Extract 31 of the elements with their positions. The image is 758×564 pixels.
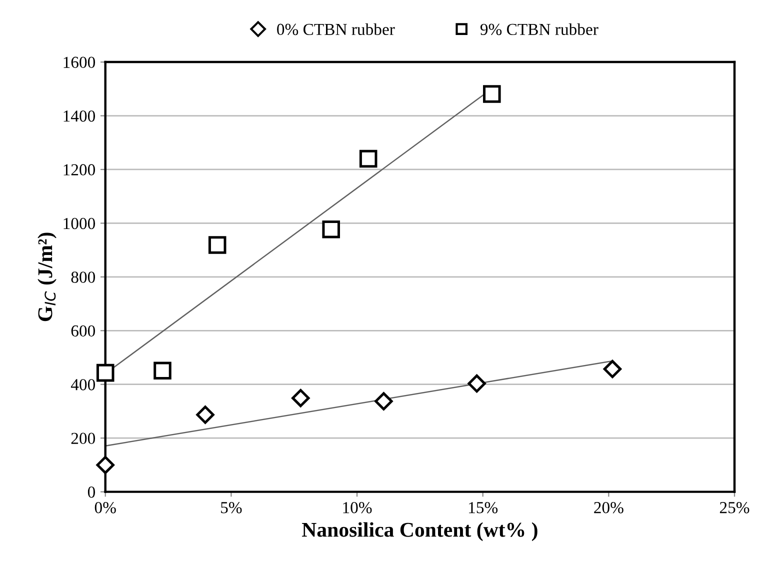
x-tick-label: 10% [343, 502, 372, 514]
x-tick-label: 20% [594, 502, 624, 514]
point [196, 406, 214, 424]
y-tick-label: 800 [71, 272, 96, 283]
point [603, 360, 622, 378]
point [468, 374, 486, 393]
point [208, 236, 226, 254]
point [154, 362, 172, 380]
y-axis-title: G$_{IC}$ (J/m²) [38, 232, 56, 322]
y-tick-label: 1200 [64, 164, 96, 176]
y-tick-label: 0 [88, 486, 96, 498]
point [96, 456, 114, 474]
y-tick-label: 1400 [64, 110, 96, 122]
point [374, 392, 393, 410]
x-axis-title: Nanosilica Content (wt% ) [302, 522, 538, 542]
x-tick-label: 5% [221, 502, 242, 514]
y-tick-label: 600 [71, 325, 96, 337]
x-tick-label: 0% [94, 502, 116, 514]
legend-label: 9% CTBN rubber [480, 23, 598, 36]
point [322, 220, 340, 238]
y-tick-label: 1000 [64, 218, 96, 230]
point [292, 388, 310, 408]
x-tick-label: 25% [720, 502, 750, 514]
y-tick-label: 1600 [64, 56, 96, 68]
x-tick-label: 15% [469, 502, 498, 514]
point [483, 85, 501, 103]
y-tick-label: 200 [71, 432, 96, 444]
legend-label: 0% CTBN rubber [277, 23, 395, 36]
point [359, 150, 378, 168]
point [96, 364, 114, 382]
y-tick-label: 400 [70, 379, 96, 390]
